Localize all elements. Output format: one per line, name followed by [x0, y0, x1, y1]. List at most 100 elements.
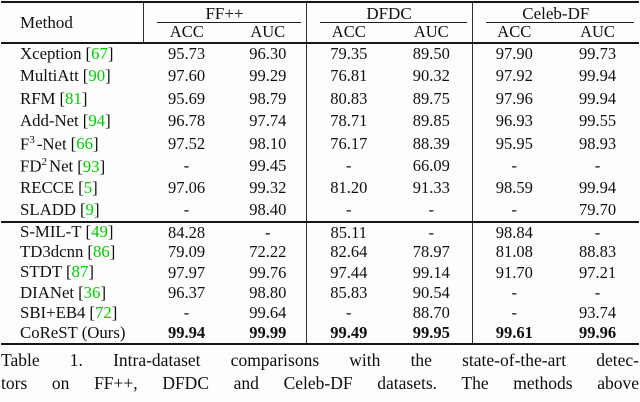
citation-close-bracket: ]	[93, 134, 99, 154]
method-cell: S-MIL-T [49]	[1, 222, 143, 242]
value-cell: 88.83	[578, 242, 617, 262]
method-name: SLADD	[20, 200, 76, 220]
citation-open-bracket: [	[77, 156, 83, 176]
table-row: SLADD [9] - 98.40 - - - 79.70	[1, 199, 639, 223]
value-cell: 99.94	[578, 66, 617, 86]
citation: [86]	[87, 242, 115, 261]
citation-number: 81	[65, 88, 82, 108]
citation-number: 66	[76, 134, 94, 154]
metric-header-auc: AUC	[580, 22, 615, 42]
method-cell: Add-Net [94]	[1, 110, 143, 132]
value-cell: 97.74	[230, 110, 307, 133]
caption-line-1: Table 1. Intra-dataset comparisons with …	[1, 349, 639, 370]
value-cell: 88.70	[391, 303, 473, 324]
citation-open-bracket: [	[85, 222, 92, 242]
value-cell: 88.39	[391, 132, 473, 155]
value-cell: 98.80	[230, 283, 307, 304]
method-cell: CoReST (Ours)	[1, 324, 143, 344]
metric-header-auc: AUC	[230, 23, 307, 43]
value-cell: -	[346, 303, 352, 323]
value-cell: 98.79	[230, 87, 307, 111]
group-header-celebdf-label: Celeb-DF	[522, 3, 590, 23]
value-cell: 99.94	[578, 178, 617, 198]
citation-number: 87	[71, 262, 89, 282]
value-cell: 99.45	[230, 154, 307, 178]
method-name-suffix: Net	[48, 156, 74, 176]
group-header-celebdf: Celeb-DF	[472, 2, 639, 23]
method-name: RECCE	[20, 178, 75, 198]
citation-close-bracket: ]	[109, 242, 116, 262]
value-cell: -	[183, 303, 190, 323]
value-cell: -	[594, 282, 601, 302]
group-header-row: Method FF++ DFDC Celeb-DF	[1, 2, 639, 43]
video-level-methods-section: S-MIL-T [49] 84.28-85.11-98.84- TD3dcnn [86]…	[1, 222, 639, 344]
value-cell: 96.93	[495, 111, 533, 131]
citation-number: 5	[83, 178, 93, 198]
value-cell: -	[594, 155, 601, 175]
citation-number: 49	[91, 222, 108, 242]
value-cell: 81.08	[495, 242, 533, 262]
table-row: Add-Net [94] 96.78 97.74 78.71 89.85 96.93 99.5…	[1, 110, 639, 133]
citation-open-bracket: [	[82, 110, 89, 130]
method-superscript: 2	[41, 155, 47, 168]
table-row: FD2 Net [93] - 99.45 - 66.09 - -	[1, 154, 639, 178]
value-cell: 98.59	[495, 178, 533, 198]
value-cell: 97.21	[578, 262, 617, 282]
metric-header-row: ACC AUC ACC AUC ACC AUC	[1, 23, 639, 43]
caption-line-2: tors on FF++, DFDC and Celeb-DF datasets…	[1, 373, 639, 394]
citation-close-bracket: ]	[92, 178, 98, 198]
value-cell: 76.81	[330, 66, 368, 86]
value-cell: 97.90	[495, 44, 533, 64]
table-row: CoReST (Ours) 99.94 99.99 99.49 99.95 99.61 99…	[1, 323, 639, 344]
frame-level-methods-section: Xception [67] 95.73 96.30 79.35 89.50 97.90 99.…	[1, 43, 640, 223]
metric-header-acc: ACC	[331, 22, 366, 42]
method-cell: Xception [67]	[1, 43, 143, 65]
value-cell: -	[391, 199, 473, 223]
citation-open-bracket: [	[59, 88, 66, 108]
method-name: Xception	[20, 44, 82, 64]
value-cell: 85.11	[330, 222, 367, 242]
group-header-ffpp: FF++	[143, 2, 307, 23]
value-cell: 99.32	[230, 177, 307, 200]
citation: [87]	[66, 262, 94, 281]
table-row: Xception [67] 95.73 96.30 79.35 89.50 97.90 99.…	[1, 43, 639, 66]
citation-number: 72	[95, 303, 112, 323]
value-cell: 98.93	[578, 133, 617, 153]
cmidrule-ffpp	[156, 22, 301, 23]
value-cell: 97.06	[167, 178, 206, 198]
citation-close-bracket: ]	[81, 88, 88, 108]
method-cell: DIANet [36]	[1, 283, 143, 303]
table-row: RFM [81] 95.69 98.79 80.83 89.75 97.96 99.94	[1, 87, 639, 111]
cmidrule-dfdc	[319, 22, 467, 23]
citation-close-bracket: ]	[105, 66, 111, 86]
method-name: STDT	[20, 262, 62, 282]
method-name: F	[20, 134, 30, 154]
citation-open-bracket: [	[79, 200, 86, 220]
table-row: MultiAtt [90] 97.60 99.29 76.81 90.32 97.92 99.…	[1, 65, 639, 88]
method-name: SBI+EB4	[20, 303, 86, 323]
citation-close-bracket: ]	[99, 156, 106, 176]
method-cell: FD2 Net [93]	[1, 155, 143, 177]
group-header-dfdc: DFDC	[306, 2, 473, 23]
citation-close-bracket: ]	[105, 110, 111, 130]
citation-open-bracket: [	[82, 66, 89, 86]
value-cell: 95.95	[495, 133, 533, 153]
value-cell: -	[391, 222, 473, 243]
method-name-suffix: -Net	[36, 134, 67, 154]
method-name: TD3dcnn	[20, 242, 84, 262]
citation-close-bracket: ]	[107, 222, 114, 242]
value-cell: 97.44	[330, 262, 368, 282]
value-cell: -	[183, 200, 190, 220]
citation-number: 93	[82, 156, 100, 176]
value-cell: 96.78	[167, 111, 206, 131]
citation: [49]	[86, 222, 114, 241]
value-cell: 99.94	[578, 88, 617, 108]
value-cell: 97.60	[167, 66, 206, 86]
method-cell: RFM [81]	[1, 88, 143, 110]
citation-number: 67	[91, 44, 108, 64]
metric-header-acc: ACC	[497, 22, 532, 42]
table-caption: Table 1. Intra-dataset comparisons with …	[1, 349, 639, 396]
value-cell: 98.84	[495, 222, 533, 242]
metric-header-auc: AUC	[391, 23, 473, 43]
value-cell: 99.64	[230, 303, 307, 324]
